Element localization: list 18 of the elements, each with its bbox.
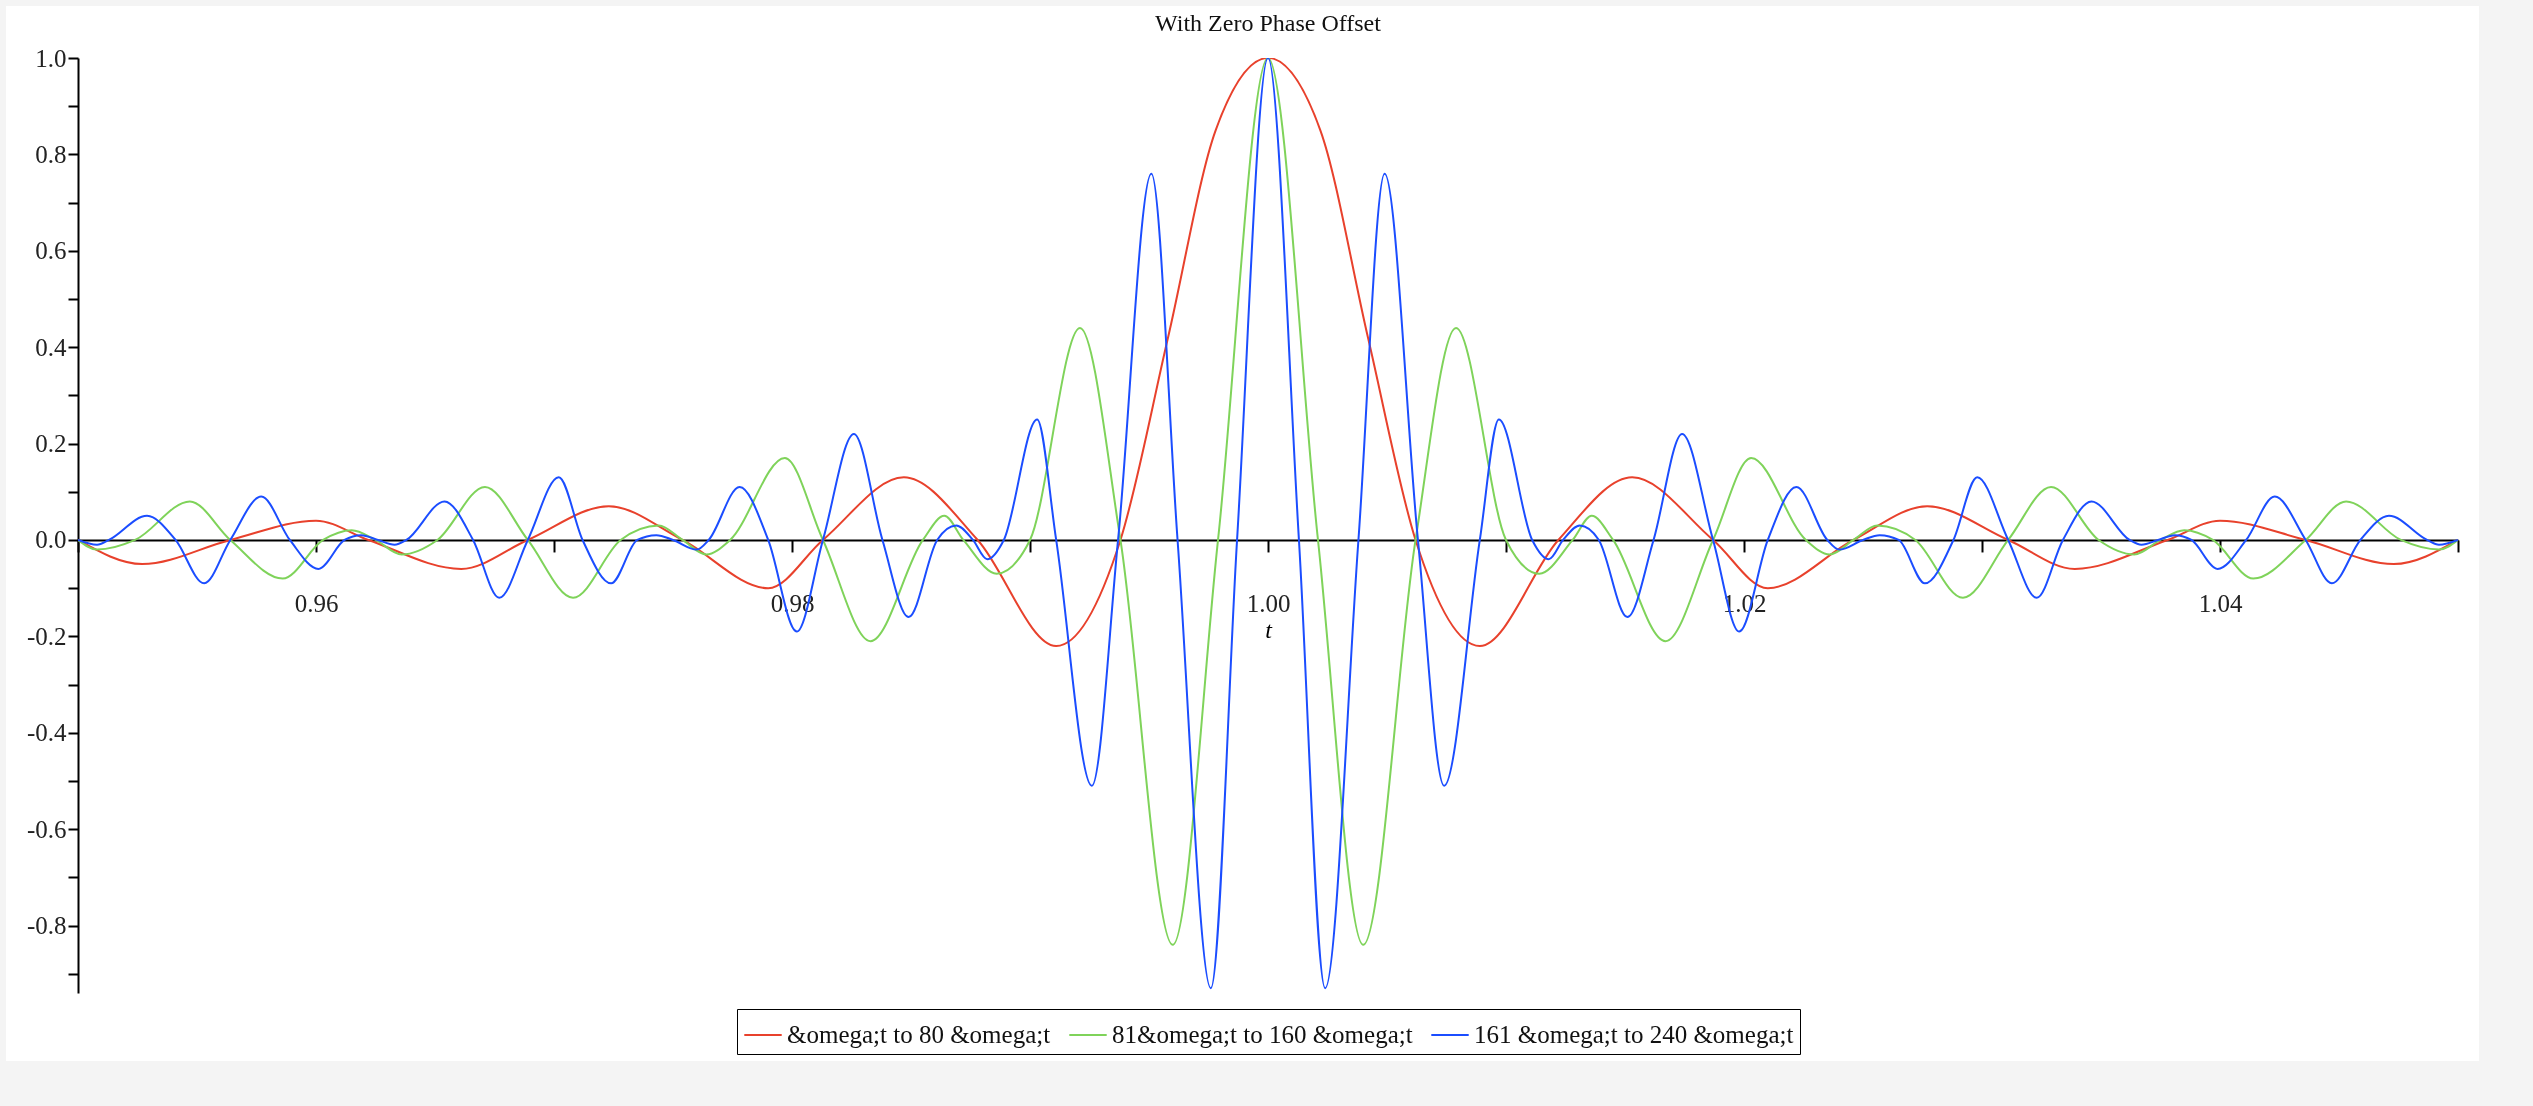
y-tick-label: -0.4 xyxy=(26,719,67,747)
legend-label: 81&omega;t to 160 &omega;t xyxy=(1112,1021,1413,1048)
legend-label: &omega;t to 80 &omega;t xyxy=(787,1021,1051,1048)
y-tick-label: -0.2 xyxy=(26,622,67,650)
y-tick-label: -0.8 xyxy=(26,912,67,940)
y-tick-label: 0.0 xyxy=(35,526,67,554)
y-tick-label: 0.2 xyxy=(35,430,67,458)
y-tick-label: 0.8 xyxy=(35,140,67,168)
chart-title: With Zero Phase Offset xyxy=(1155,10,1382,36)
y-tick-label: 0.4 xyxy=(35,333,67,361)
x-tick-label: 0.96 xyxy=(294,590,339,618)
y-tick-label: 0.6 xyxy=(35,237,67,265)
legend-label: 161 &omega;t to 240 &omega;t xyxy=(1474,1021,1794,1048)
x-tick-label: 1.04 xyxy=(2198,590,2243,618)
y-tick-label: 1.0 xyxy=(35,44,67,72)
x-tick-label: 1.00 xyxy=(1246,590,1291,618)
x-axis-title: t xyxy=(1265,617,1274,644)
y-tick-label: -0.6 xyxy=(26,815,67,843)
